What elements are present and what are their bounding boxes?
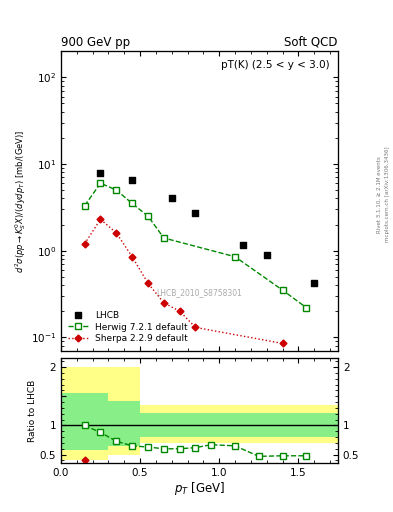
Herwig 7.2.1 default	[162, 235, 166, 241]
LHCB	[264, 250, 270, 259]
Herwig 7.2.1 default	[98, 180, 103, 186]
Line: Sherpa 2.2.9 default: Sherpa 2.2.9 default	[82, 217, 285, 346]
Herwig 7.2.1 default	[280, 287, 285, 293]
Sherpa 2.2.9 default	[193, 324, 198, 330]
Y-axis label: $d^2\sigma(pp{\rightarrow}K^0_S X) / (dydp_T)$ [mb/(GeV)]: $d^2\sigma(pp{\rightarrow}K^0_S X) / (dy…	[13, 129, 28, 273]
X-axis label: $p_T$ [GeV]: $p_T$ [GeV]	[174, 480, 225, 497]
Herwig 7.2.1 default	[304, 305, 309, 311]
Sherpa 2.2.9 default	[114, 230, 119, 236]
Herwig 7.2.1 default	[130, 200, 134, 206]
Sherpa 2.2.9 default	[82, 241, 87, 247]
Sherpa 2.2.9 default	[130, 253, 134, 260]
Sherpa 2.2.9 default	[177, 308, 182, 314]
LHCB	[192, 209, 198, 217]
Sherpa 2.2.9 default	[162, 300, 166, 306]
Text: Rivet 3.1.10, ≥ 2.1M events: Rivet 3.1.10, ≥ 2.1M events	[377, 156, 382, 233]
Sherpa 2.2.9 default	[98, 216, 103, 222]
LHCB	[129, 176, 135, 184]
Herwig 7.2.1 default	[146, 213, 151, 219]
Text: mcplots.cern.ch [arXiv:1306.3436]: mcplots.cern.ch [arXiv:1306.3436]	[385, 147, 389, 242]
LHCB	[169, 195, 175, 203]
Legend: LHCB, Herwig 7.2.1 default, Sherpa 2.2.9 default: LHCB, Herwig 7.2.1 default, Sherpa 2.2.9…	[65, 308, 191, 346]
Y-axis label: Ratio to LHCB: Ratio to LHCB	[28, 380, 37, 442]
Line: Herwig 7.2.1 default: Herwig 7.2.1 default	[81, 180, 309, 311]
LHCB	[97, 169, 104, 177]
Herwig 7.2.1 default	[114, 187, 119, 193]
LHCB	[311, 279, 318, 287]
LHCB	[240, 241, 246, 249]
Sherpa 2.2.9 default	[280, 340, 285, 347]
Text: pT(K) (2.5 < y < 3.0): pT(K) (2.5 < y < 3.0)	[221, 60, 330, 70]
Text: 900 GeV pp: 900 GeV pp	[61, 36, 130, 49]
Sherpa 2.2.9 default	[146, 280, 151, 286]
Text: Soft QCD: Soft QCD	[285, 36, 338, 49]
Text: LHCB_2010_S8758301: LHCB_2010_S8758301	[156, 288, 242, 297]
Herwig 7.2.1 default	[233, 253, 237, 260]
Herwig 7.2.1 default	[82, 203, 87, 209]
